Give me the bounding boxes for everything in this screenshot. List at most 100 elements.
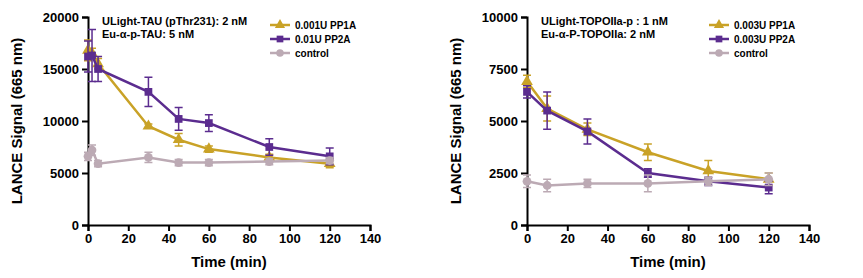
annotation: Eu-α-p-TAU: 5 nM: [102, 28, 194, 40]
marker: [642, 145, 654, 155]
error-bar: [704, 177, 712, 185]
error-bar: [765, 173, 773, 185]
x-tick-label: 80: [242, 231, 256, 246]
error-bar: [583, 179, 591, 187]
marker: [265, 143, 273, 151]
marker: [704, 177, 712, 185]
y-tick-label: 0: [511, 218, 518, 233]
x-tick-mark: [688, 225, 690, 231]
error-bar: [144, 77, 152, 106]
x-tick-mark: [289, 225, 291, 231]
x-tick-label: 20: [561, 231, 575, 246]
legend-marker: [275, 19, 285, 28]
error-bar: [94, 57, 102, 82]
y-tick-mark: [521, 69, 527, 71]
legend-item: 0.003U PP1A: [709, 19, 795, 31]
x-tick-label: 100: [718, 231, 740, 246]
legend-item: control: [709, 48, 768, 59]
y-tick-mark: [521, 17, 527, 19]
x-tick-label: 60: [641, 231, 655, 246]
y-tick-label: 20000: [43, 10, 79, 25]
y-tick-mark: [82, 69, 88, 71]
marker: [94, 159, 103, 168]
x-tick: 20: [561, 225, 575, 246]
error-bar: [523, 175, 531, 187]
y-tick: 2500: [489, 166, 527, 181]
x-tick-mark: [607, 225, 609, 231]
chart-canvas: 02040608010012014005000100001500020000Ti…: [0, 0, 863, 278]
marker: [704, 177, 713, 186]
legend-label: 0.003U PP2A: [734, 34, 795, 45]
y-tick-mark: [82, 173, 88, 175]
marker: [174, 158, 183, 167]
legend-label: control: [295, 48, 329, 59]
x-tick: 0: [85, 225, 92, 246]
legend-label: 0.003U PP1A: [734, 20, 795, 31]
y-tick: 10000: [43, 114, 88, 129]
annotation: ULight-TAU (pThr231): 2 nM: [102, 15, 247, 27]
y-tick: 5000: [489, 114, 527, 129]
annotation: ULight-TOPOIIa-p : 1 nM: [541, 15, 668, 27]
series-line: [527, 92, 769, 188]
x-tick-label: 40: [601, 231, 615, 246]
series: [82, 40, 335, 168]
marker: [265, 157, 274, 166]
y-tick-mark: [82, 121, 88, 123]
error-bar: [326, 148, 334, 165]
error-bar: [644, 175, 652, 192]
error-bar: [144, 152, 152, 162]
y-axis-title: LANCE Signal (665 nm): [8, 38, 25, 205]
error-bar: [88, 29, 96, 81]
marker: [325, 156, 334, 165]
y-axis-line: [521, 18, 528, 226]
marker: [173, 133, 185, 143]
marker: [543, 107, 551, 115]
series: [523, 86, 773, 194]
y-axis: 0 5000 10000 15000 20000: [43, 10, 89, 233]
marker: [764, 175, 773, 184]
marker: [175, 115, 183, 123]
marker: [143, 119, 155, 129]
error-bar: [175, 107, 183, 130]
x-tick: 80: [242, 225, 256, 246]
x-tick-label: 140: [360, 231, 382, 246]
marker: [145, 88, 153, 96]
y-tick: 20000: [43, 10, 88, 25]
series: [521, 75, 774, 186]
legend-marker: [715, 49, 723, 57]
y-tick-label: 10000: [482, 10, 518, 25]
plot-area: [521, 75, 774, 194]
series-line: [527, 81, 769, 179]
y-tick-label: 0: [72, 218, 79, 233]
series-line: [88, 50, 330, 163]
y-tick-mark: [521, 173, 527, 175]
marker: [523, 177, 532, 186]
y-tick: 7500: [489, 62, 527, 77]
x-tick-mark: [809, 225, 811, 231]
y-tick-mark: [521, 225, 527, 227]
x-tick: 0: [524, 225, 531, 246]
y-tick: 0: [72, 218, 88, 233]
legend-item: 0.001U PP1A: [270, 19, 356, 31]
x-tick-label: 140: [799, 231, 821, 246]
marker: [324, 157, 336, 167]
legend-item: 0.01U PP2A: [270, 34, 351, 45]
x-tick-label: 40: [162, 231, 176, 246]
legend-marker: [714, 19, 724, 28]
y-axis: 0 2500 5000 7500 10000: [482, 10, 528, 233]
series-line: [88, 55, 330, 156]
y-tick: 15000: [43, 62, 88, 77]
legend: 0.003U PP1A 0.003U PP2A control: [709, 19, 795, 59]
y-tick-label: 15000: [43, 62, 79, 77]
legend-label: 0.01U PP2A: [295, 34, 351, 45]
legend-label: control: [734, 48, 768, 59]
x-tick: 60: [202, 225, 216, 246]
y-axis-title: LANCE Signal (665 nm): [447, 38, 464, 205]
x-tick-mark: [370, 225, 372, 231]
x-tick-label: 0: [85, 231, 92, 246]
marker: [583, 179, 592, 188]
x-tick: 80: [681, 225, 695, 246]
y-tick-label: 5000: [50, 166, 79, 181]
x-tick-mark: [567, 225, 569, 231]
x-tick: 60: [641, 225, 655, 246]
